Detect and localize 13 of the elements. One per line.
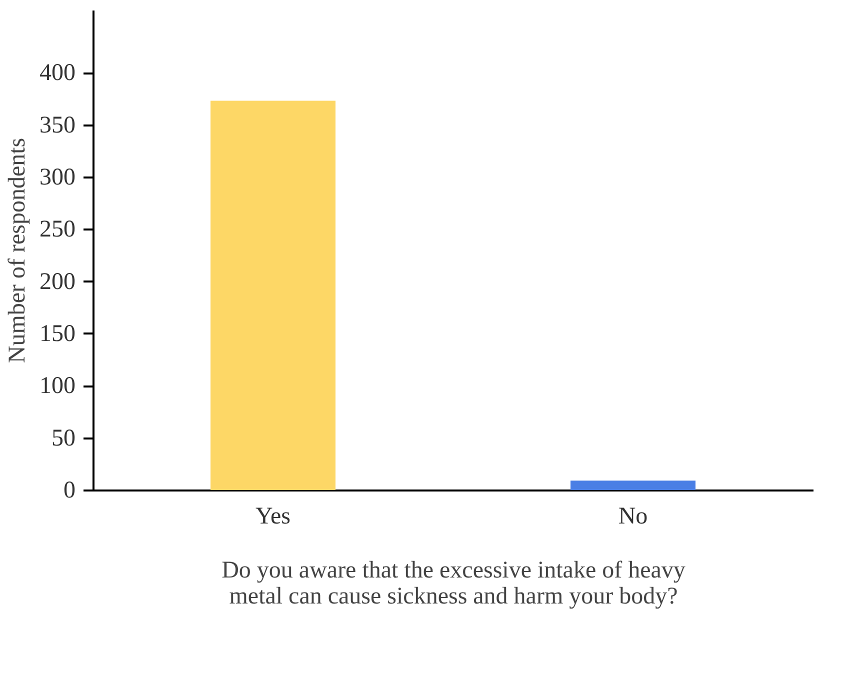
y-tick-label: 100 bbox=[40, 373, 76, 400]
x-tick-label: Yes bbox=[256, 504, 290, 530]
y-tick-label: 350 bbox=[40, 112, 76, 138]
y-axis-title: Number of respondents bbox=[4, 138, 30, 364]
y-tick-label: 50 bbox=[52, 425, 76, 452]
x-axis-title: Do you aware that the excessive intake of heavy metal can cause sickness and harm your body? bbox=[222, 558, 686, 610]
y-tick-label: 200 bbox=[40, 268, 76, 295]
x-tick-label: No bbox=[618, 504, 648, 530]
y-tick-label: 300 bbox=[40, 164, 76, 190]
y-tick-label: 250 bbox=[40, 216, 76, 243]
y-tick-label: 150 bbox=[40, 320, 76, 347]
y-tick-label: 400 bbox=[40, 60, 76, 86]
y-tick-label: 0 bbox=[64, 478, 76, 504]
